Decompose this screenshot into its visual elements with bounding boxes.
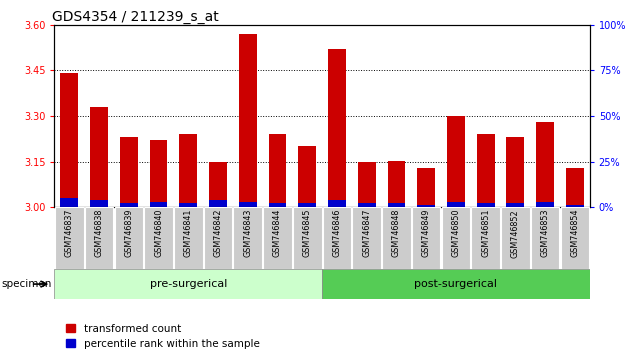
Bar — [506, 204, 524, 207]
Bar — [328, 49, 346, 207]
Bar — [382, 207, 411, 269]
Bar — [209, 200, 227, 207]
Bar — [322, 207, 351, 269]
Bar — [417, 167, 435, 207]
Text: GSM746852: GSM746852 — [511, 209, 520, 258]
Text: GSM746844: GSM746844 — [273, 209, 282, 257]
Text: GSM746843: GSM746843 — [244, 209, 253, 257]
Legend: transformed count, percentile rank within the sample: transformed count, percentile rank withi… — [66, 324, 260, 349]
Bar — [179, 134, 197, 207]
Bar — [263, 207, 292, 269]
Bar — [328, 200, 346, 207]
Text: post-surgerical: post-surgerical — [415, 279, 497, 289]
Text: GSM746854: GSM746854 — [570, 209, 579, 257]
Bar — [60, 198, 78, 207]
Bar — [90, 200, 108, 207]
Bar — [353, 207, 381, 269]
Bar — [55, 207, 83, 269]
Text: GSM746851: GSM746851 — [481, 209, 490, 257]
Bar — [209, 161, 227, 207]
Text: GDS4354 / 211239_s_at: GDS4354 / 211239_s_at — [52, 10, 219, 24]
Text: GSM746838: GSM746838 — [95, 209, 104, 257]
Bar — [293, 207, 322, 269]
Bar — [566, 205, 584, 207]
Bar — [417, 205, 435, 207]
Bar — [358, 162, 376, 207]
Bar — [269, 204, 287, 207]
Text: GSM746841: GSM746841 — [184, 209, 193, 257]
Bar — [506, 137, 524, 207]
Bar — [144, 207, 173, 269]
Bar — [412, 207, 440, 269]
Bar — [179, 204, 197, 207]
Text: GSM746850: GSM746850 — [451, 209, 460, 257]
Text: GSM746837: GSM746837 — [65, 209, 74, 257]
Bar — [298, 204, 316, 207]
Bar — [531, 207, 560, 269]
Bar — [358, 204, 376, 207]
Text: GSM746842: GSM746842 — [213, 209, 222, 257]
Bar — [566, 167, 584, 207]
Bar — [115, 207, 143, 269]
Text: GSM746853: GSM746853 — [540, 209, 549, 257]
Bar — [322, 269, 590, 299]
Bar — [120, 204, 138, 207]
Bar — [174, 207, 203, 269]
Bar — [85, 207, 113, 269]
Text: GSM746849: GSM746849 — [422, 209, 431, 257]
Bar — [90, 107, 108, 207]
Bar — [233, 207, 262, 269]
Bar — [239, 34, 256, 207]
Bar — [536, 202, 554, 207]
Bar — [298, 146, 316, 207]
Bar — [501, 207, 529, 269]
Bar — [388, 161, 405, 207]
Text: GSM746840: GSM746840 — [154, 209, 163, 257]
Bar — [269, 134, 287, 207]
Text: GSM746839: GSM746839 — [124, 209, 133, 257]
Bar — [239, 202, 256, 207]
Bar — [477, 134, 495, 207]
Bar — [60, 73, 78, 207]
Bar — [447, 202, 465, 207]
Bar — [149, 202, 167, 207]
Bar — [204, 207, 232, 269]
Bar — [120, 137, 138, 207]
Bar — [477, 204, 495, 207]
Bar — [149, 140, 167, 207]
Bar — [54, 269, 322, 299]
Bar — [447, 116, 465, 207]
Text: pre-surgerical: pre-surgerical — [149, 279, 227, 289]
Text: GSM746846: GSM746846 — [333, 209, 342, 257]
Text: GSM746848: GSM746848 — [392, 209, 401, 257]
Bar — [388, 204, 405, 207]
Bar — [561, 207, 589, 269]
Text: GSM746845: GSM746845 — [303, 209, 312, 257]
Text: specimen: specimen — [1, 279, 52, 289]
Text: GSM746847: GSM746847 — [362, 209, 371, 257]
Bar — [471, 207, 500, 269]
Bar — [536, 122, 554, 207]
Bar — [442, 207, 470, 269]
